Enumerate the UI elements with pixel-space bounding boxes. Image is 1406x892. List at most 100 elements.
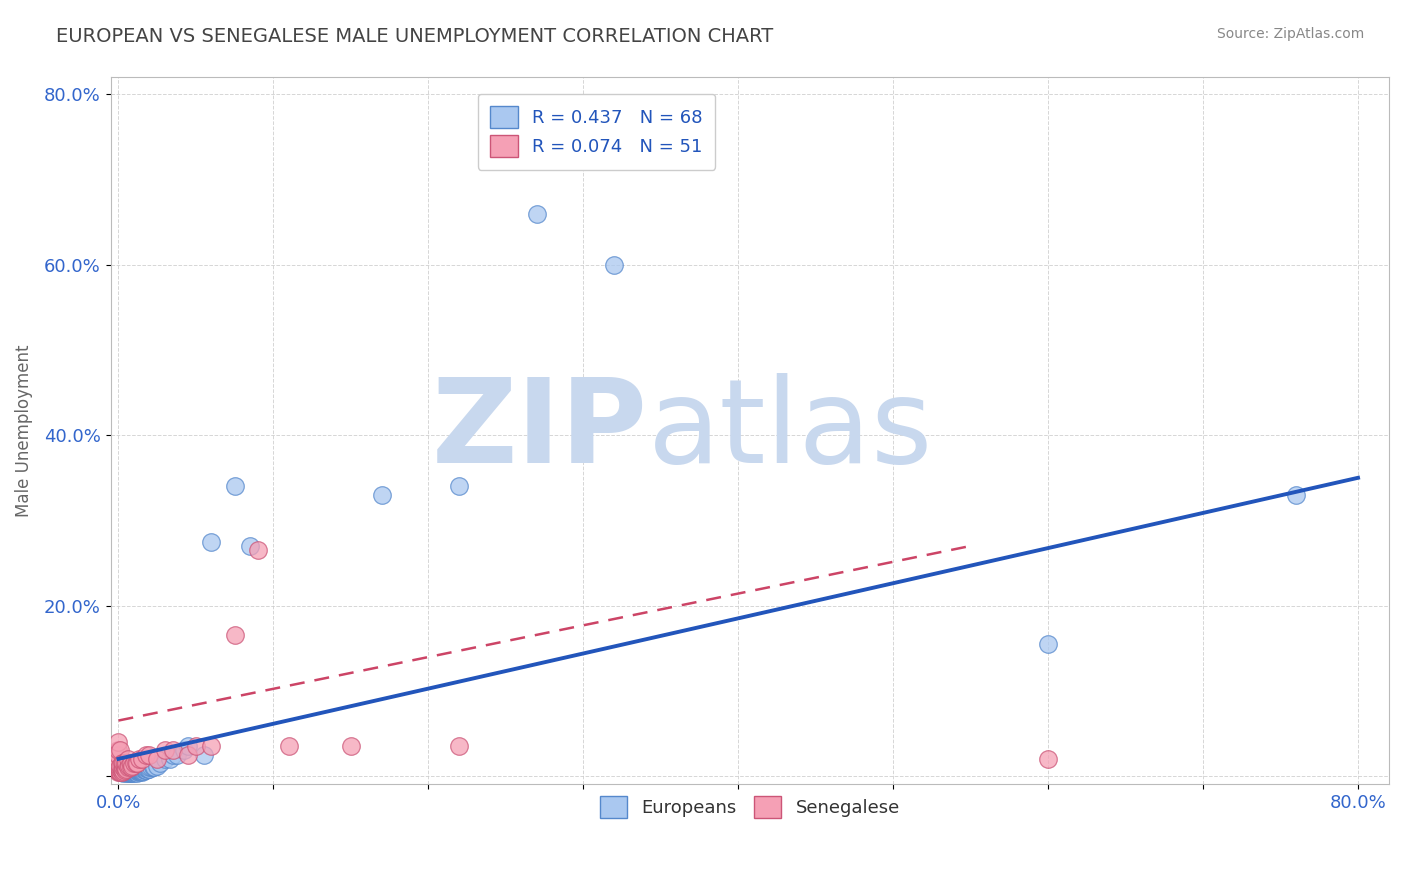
Point (120, 760, 142, 774)
Point (131, 764, 153, 778)
Point (112, 764, 135, 778)
Point (114, 760, 136, 774)
Y-axis label: Male Unemployment: Male Unemployment (15, 344, 32, 517)
Point (120, 756, 142, 771)
Point (121, 764, 143, 778)
Point (107, 735, 129, 749)
Point (114, 764, 136, 779)
Point (162, 747, 184, 762)
Point (159, 752, 181, 766)
Point (112, 764, 135, 779)
Point (132, 764, 155, 778)
Point (166, 747, 188, 762)
Text: atlas: atlas (648, 374, 934, 489)
Point (125, 756, 148, 771)
Point (107, 764, 129, 779)
Point (108, 762, 131, 776)
Point (134, 761, 156, 775)
Point (136, 762, 159, 776)
Point (122, 764, 145, 778)
Point (132, 762, 155, 776)
Point (107, 764, 129, 778)
Point (135, 763, 157, 777)
Point (107, 756, 129, 771)
Point (129, 764, 152, 778)
Point (135, 747, 157, 762)
Point (124, 756, 146, 771)
Point (146, 752, 169, 766)
Point (125, 765, 148, 780)
Point (112, 756, 135, 771)
Point (162, 743, 184, 757)
Point (107, 762, 129, 776)
Point (107, 743, 129, 757)
Point (131, 752, 153, 766)
Point (246, 543, 269, 558)
Point (112, 760, 135, 774)
Point (124, 764, 146, 779)
Point (134, 763, 156, 777)
Point (193, 747, 215, 762)
Point (128, 764, 150, 779)
Point (131, 762, 153, 776)
Point (108, 743, 131, 757)
Point (125, 763, 148, 777)
Point (117, 765, 139, 780)
Point (118, 764, 141, 779)
Point (107, 763, 129, 777)
Point (1036, 637, 1059, 651)
Point (115, 762, 138, 776)
Point (118, 765, 141, 780)
Point (120, 765, 142, 780)
Point (128, 752, 150, 766)
Text: EUROPEAN VS SENEGALESE MALE UNEMPLOYMENT CORRELATION CHART: EUROPEAN VS SENEGALESE MALE UNEMPLOYMENT… (56, 27, 773, 45)
Point (131, 764, 153, 779)
Point (277, 739, 299, 753)
Point (1285, 488, 1308, 502)
Point (603, 258, 626, 272)
Point (122, 764, 145, 779)
Point (138, 747, 160, 762)
Text: Source: ZipAtlas.com: Source: ZipAtlas.com (1216, 27, 1364, 41)
Point (141, 760, 163, 774)
Text: ZIP: ZIP (432, 374, 648, 489)
Point (108, 758, 131, 772)
Point (117, 764, 139, 779)
Point (120, 764, 142, 778)
Point (371, 488, 394, 502)
Point (114, 763, 136, 777)
Point (107, 760, 129, 774)
Point (110, 762, 132, 776)
Point (108, 764, 131, 779)
Point (115, 764, 138, 779)
Point (122, 765, 145, 780)
Point (121, 764, 143, 779)
Point (124, 764, 146, 778)
Point (526, 207, 548, 221)
Point (146, 758, 169, 772)
Point (118, 764, 141, 778)
Point (149, 756, 172, 771)
Point (449, 479, 471, 493)
Point (115, 756, 138, 771)
Point (107, 747, 129, 762)
Point (239, 539, 262, 553)
Point (117, 752, 139, 766)
Point (120, 764, 142, 779)
Point (121, 758, 143, 772)
Point (110, 756, 132, 771)
Point (107, 752, 129, 766)
Point (224, 628, 246, 642)
Point (200, 739, 222, 753)
Point (177, 747, 200, 762)
Point (138, 760, 160, 774)
Point (143, 760, 166, 774)
Point (128, 763, 150, 777)
Point (115, 764, 138, 778)
Point (108, 764, 131, 779)
Point (184, 739, 207, 753)
Point (122, 756, 145, 771)
Point (449, 739, 471, 753)
Point (200, 534, 222, 549)
Point (138, 762, 160, 776)
